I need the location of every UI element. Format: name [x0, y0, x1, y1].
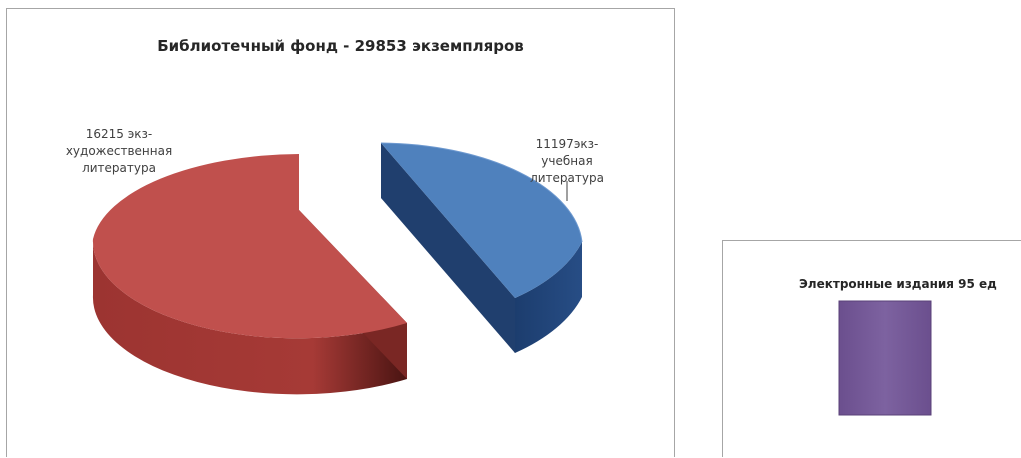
pie-slice-fiction: [92, 154, 408, 395]
label-line: художественная: [65, 144, 173, 158]
label-line: 11197экз-: [535, 137, 599, 151]
label-line: литература: [82, 161, 156, 175]
chart-title: Электронные издания 95 ед: [799, 277, 997, 291]
bar-electronic-editions: [838, 300, 932, 416]
electronic-editions-chart: Электронные издания 95 ед: [722, 240, 1021, 457]
chart-title: Библиотечный фонд - 29853 экземпляров: [157, 37, 524, 55]
pie-slice-education: [380, 142, 583, 353]
data-label-fiction: 16215 экз- художественная литература: [49, 126, 189, 177]
data-label-education: 11197экз- учебная литература: [507, 136, 627, 187]
bar-chart-svg: [838, 300, 932, 416]
label-line: учебная: [541, 154, 593, 168]
pie-chart-svg: [92, 142, 583, 395]
label-line: литература: [530, 171, 604, 185]
library-fund-chart: Библиотечный фонд - 29853 экземпляров: [6, 8, 675, 457]
label-line: 16215 экз-: [85, 127, 153, 141]
